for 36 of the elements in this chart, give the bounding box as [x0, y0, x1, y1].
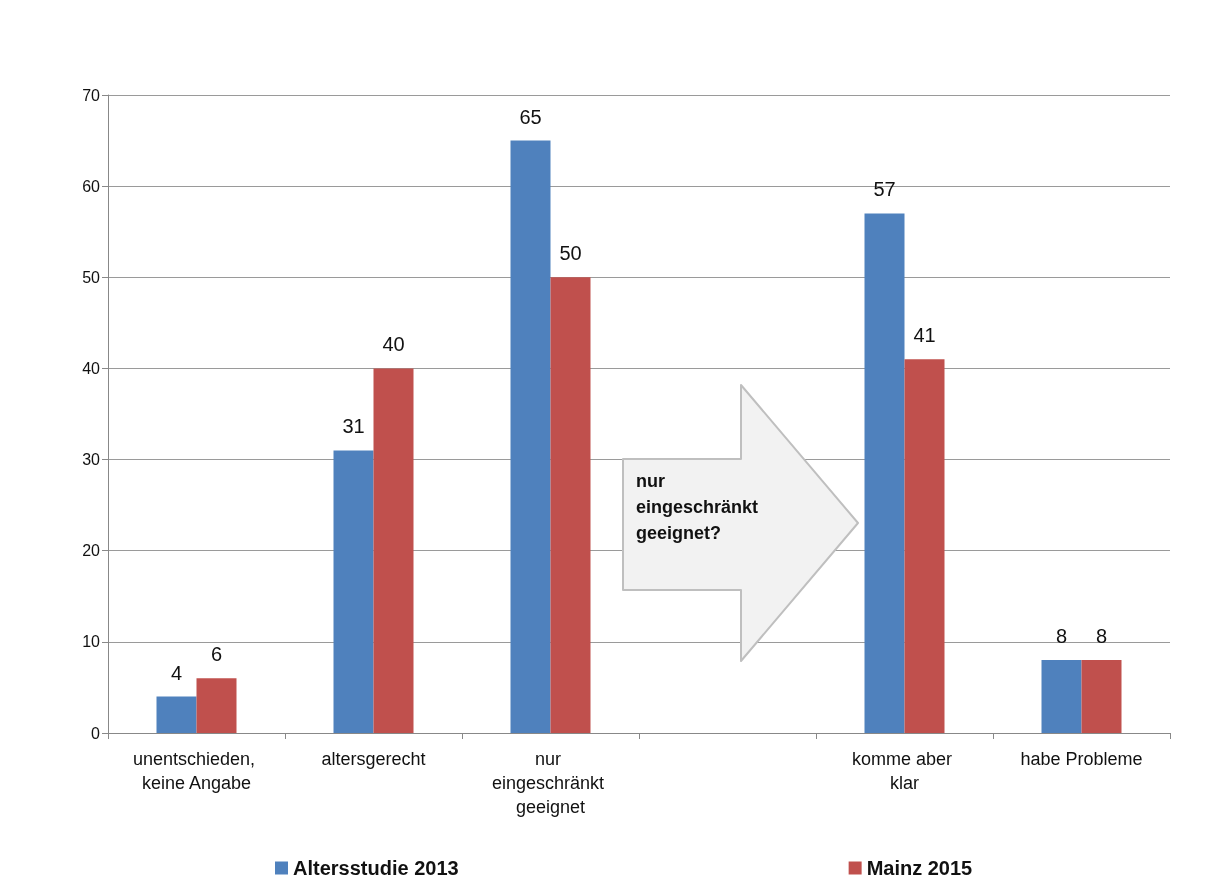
- y-tick-label: 10: [82, 633, 101, 651]
- data-label: 8: [1095, 625, 1108, 648]
- y-tick-label: 0: [91, 724, 101, 742]
- data-label: 8: [1055, 625, 1068, 648]
- y-tick-label: 70: [82, 86, 101, 104]
- y-tick-label: 60: [82, 177, 101, 195]
- data-label: 4: [170, 661, 183, 684]
- y-tick-label: 20: [82, 542, 101, 560]
- bar: [904, 359, 945, 733]
- data-label: 65: [519, 105, 542, 128]
- bar: [864, 213, 905, 733]
- y-tick-label: 50: [82, 268, 101, 286]
- bar: [333, 450, 374, 733]
- x-tick-label: altersgerecht: [321, 749, 426, 769]
- bar: [550, 277, 591, 733]
- bar: [156, 696, 197, 733]
- y-tick-label: 40: [82, 359, 101, 377]
- x-tick-label: unentschieden, keine Angabe: [132, 749, 261, 793]
- data-label: 57: [873, 178, 896, 201]
- legend-label: Mainz 2015: [866, 857, 973, 879]
- data-label: 31: [342, 415, 365, 438]
- y-tick-label: 30: [82, 451, 101, 469]
- bar: [196, 678, 237, 733]
- bar: [373, 368, 414, 733]
- data-label: 6: [210, 643, 223, 666]
- data-label: 41: [913, 324, 936, 347]
- data-label: 50: [559, 242, 582, 265]
- legend-label: Altersstudie 2013: [293, 857, 459, 879]
- annotation: nur eingeschränkt geeignet?: [636, 470, 759, 545]
- x-tick-label: nur eingeschränkt geeignet: [491, 749, 610, 817]
- x-tick-label: habe Probleme: [1020, 749, 1143, 769]
- data-label: 40: [382, 333, 405, 356]
- bar: [1081, 660, 1122, 733]
- bar: [1041, 660, 1082, 733]
- x-tick-label: komme aber klar: [851, 749, 958, 793]
- bar: [510, 140, 551, 733]
